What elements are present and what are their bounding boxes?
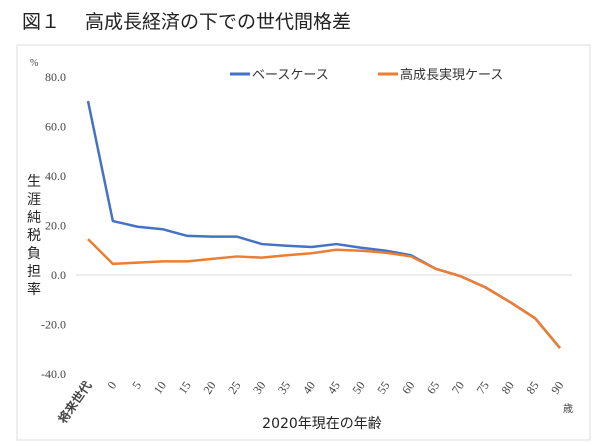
series-line-1 (87, 238, 561, 349)
x-tick-label: 75 (474, 379, 492, 397)
x-tick-label: 5 (129, 379, 144, 392)
x-tick-label: 70 (449, 379, 467, 397)
x-tick-label: 80 (498, 379, 516, 397)
x-tick-label: 65 (424, 379, 442, 397)
x-tick-label: 30 (250, 379, 268, 397)
series-line-0 (86, 100, 561, 349)
x-tick-label: 0 (104, 379, 119, 392)
x-tick-label: 50 (349, 379, 367, 397)
y-tick-label: -20.0 (41, 318, 66, 332)
x-tick-label: 40 (300, 379, 318, 397)
x-tick-label: 将来世代 (55, 378, 95, 426)
x-tick-label: 15 (175, 379, 193, 397)
y-tick-label: 40.0 (45, 169, 66, 183)
x-tick-label: 60 (399, 379, 417, 397)
chart-frame (16, 44, 591, 441)
y-tick-label: 0.0 (51, 268, 66, 282)
y-unit: % (30, 58, 38, 69)
y-axis-label: 生涯純税負担率 (27, 174, 41, 298)
y-tick-label: -40.0 (41, 367, 66, 381)
x-tick-label: 90 (548, 379, 566, 397)
x-tick-label: 10 (151, 379, 169, 397)
chart-title: 図１ 高成長経済の下での世代間格差 (22, 11, 351, 33)
x-unit: 歳 (563, 403, 573, 415)
y-tick-label: 60.0 (45, 120, 66, 134)
x-tick-label: 85 (523, 379, 541, 397)
legend-label: 高成長実現ケース (400, 67, 503, 83)
x-tick-label: 45 (325, 379, 343, 397)
x-axis-label: 2020年現在の年齢 (262, 416, 382, 432)
y-tick-label: 80.0 (45, 70, 66, 84)
y-tick-label: 20.0 (45, 219, 66, 233)
legend-label: ベースケース (252, 68, 329, 83)
x-tick-label: 35 (275, 379, 293, 397)
x-tick-label: 25 (225, 379, 243, 397)
x-tick-label: 20 (200, 379, 218, 397)
x-tick-label: 55 (374, 379, 392, 397)
